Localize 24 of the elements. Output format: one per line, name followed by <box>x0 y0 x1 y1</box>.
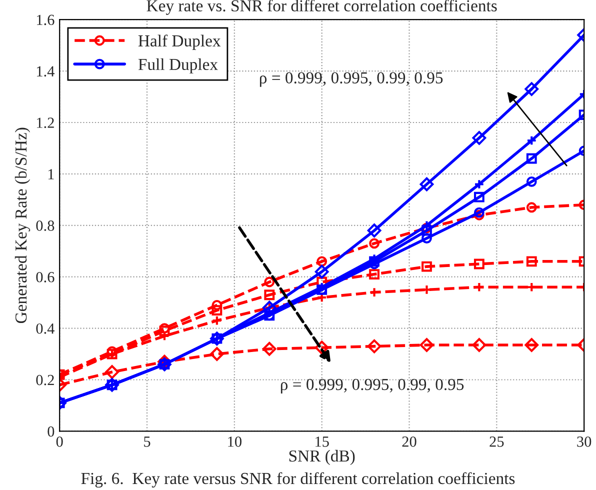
y-tick-label: 0.6 <box>36 272 54 282</box>
legend-label: Full Duplex <box>138 58 218 74</box>
y-tick-label: 0.8 <box>36 220 54 231</box>
y-tick-label: 1.4 <box>36 66 54 77</box>
y-axis-title: Generated Key Rate (b/S/Hz) <box>14 128 30 324</box>
legend-label: Half Duplex <box>138 34 221 50</box>
y-tick-label: 1.2 <box>36 118 54 128</box>
x-tick-label: 25 <box>490 436 504 447</box>
caption: Fig. 6. Key rate versus SNR for different correlation coefficients <box>81 472 515 488</box>
chart-title: Key rate vs. SNR for differet correlation coefficients <box>146 0 497 15</box>
x-axis-title: SNR (dB) <box>289 450 355 466</box>
x-tick-label: 0 <box>56 436 63 447</box>
x-tick-label: 10 <box>228 436 242 447</box>
x-tick-label: 30 <box>577 436 592 447</box>
x-tick-label: 5 <box>144 436 150 447</box>
y-tick-label: 0.2 <box>36 374 54 386</box>
annotation: ρ = 0.999, 0.995, 0.99, 0.95 <box>280 378 464 394</box>
x-tick-label: 20 <box>402 436 416 447</box>
y-tick-label: 0.4 <box>36 323 54 334</box>
y-tick-label: 0 <box>48 426 54 437</box>
y-tick-label: 1 <box>48 169 54 180</box>
x-tick-label: 15 <box>316 436 329 447</box>
y-tick-label: 1.6 <box>36 14 54 26</box>
annotation: ρ = 0.999, 0.995, 0.99, 0.95 <box>260 72 443 87</box>
